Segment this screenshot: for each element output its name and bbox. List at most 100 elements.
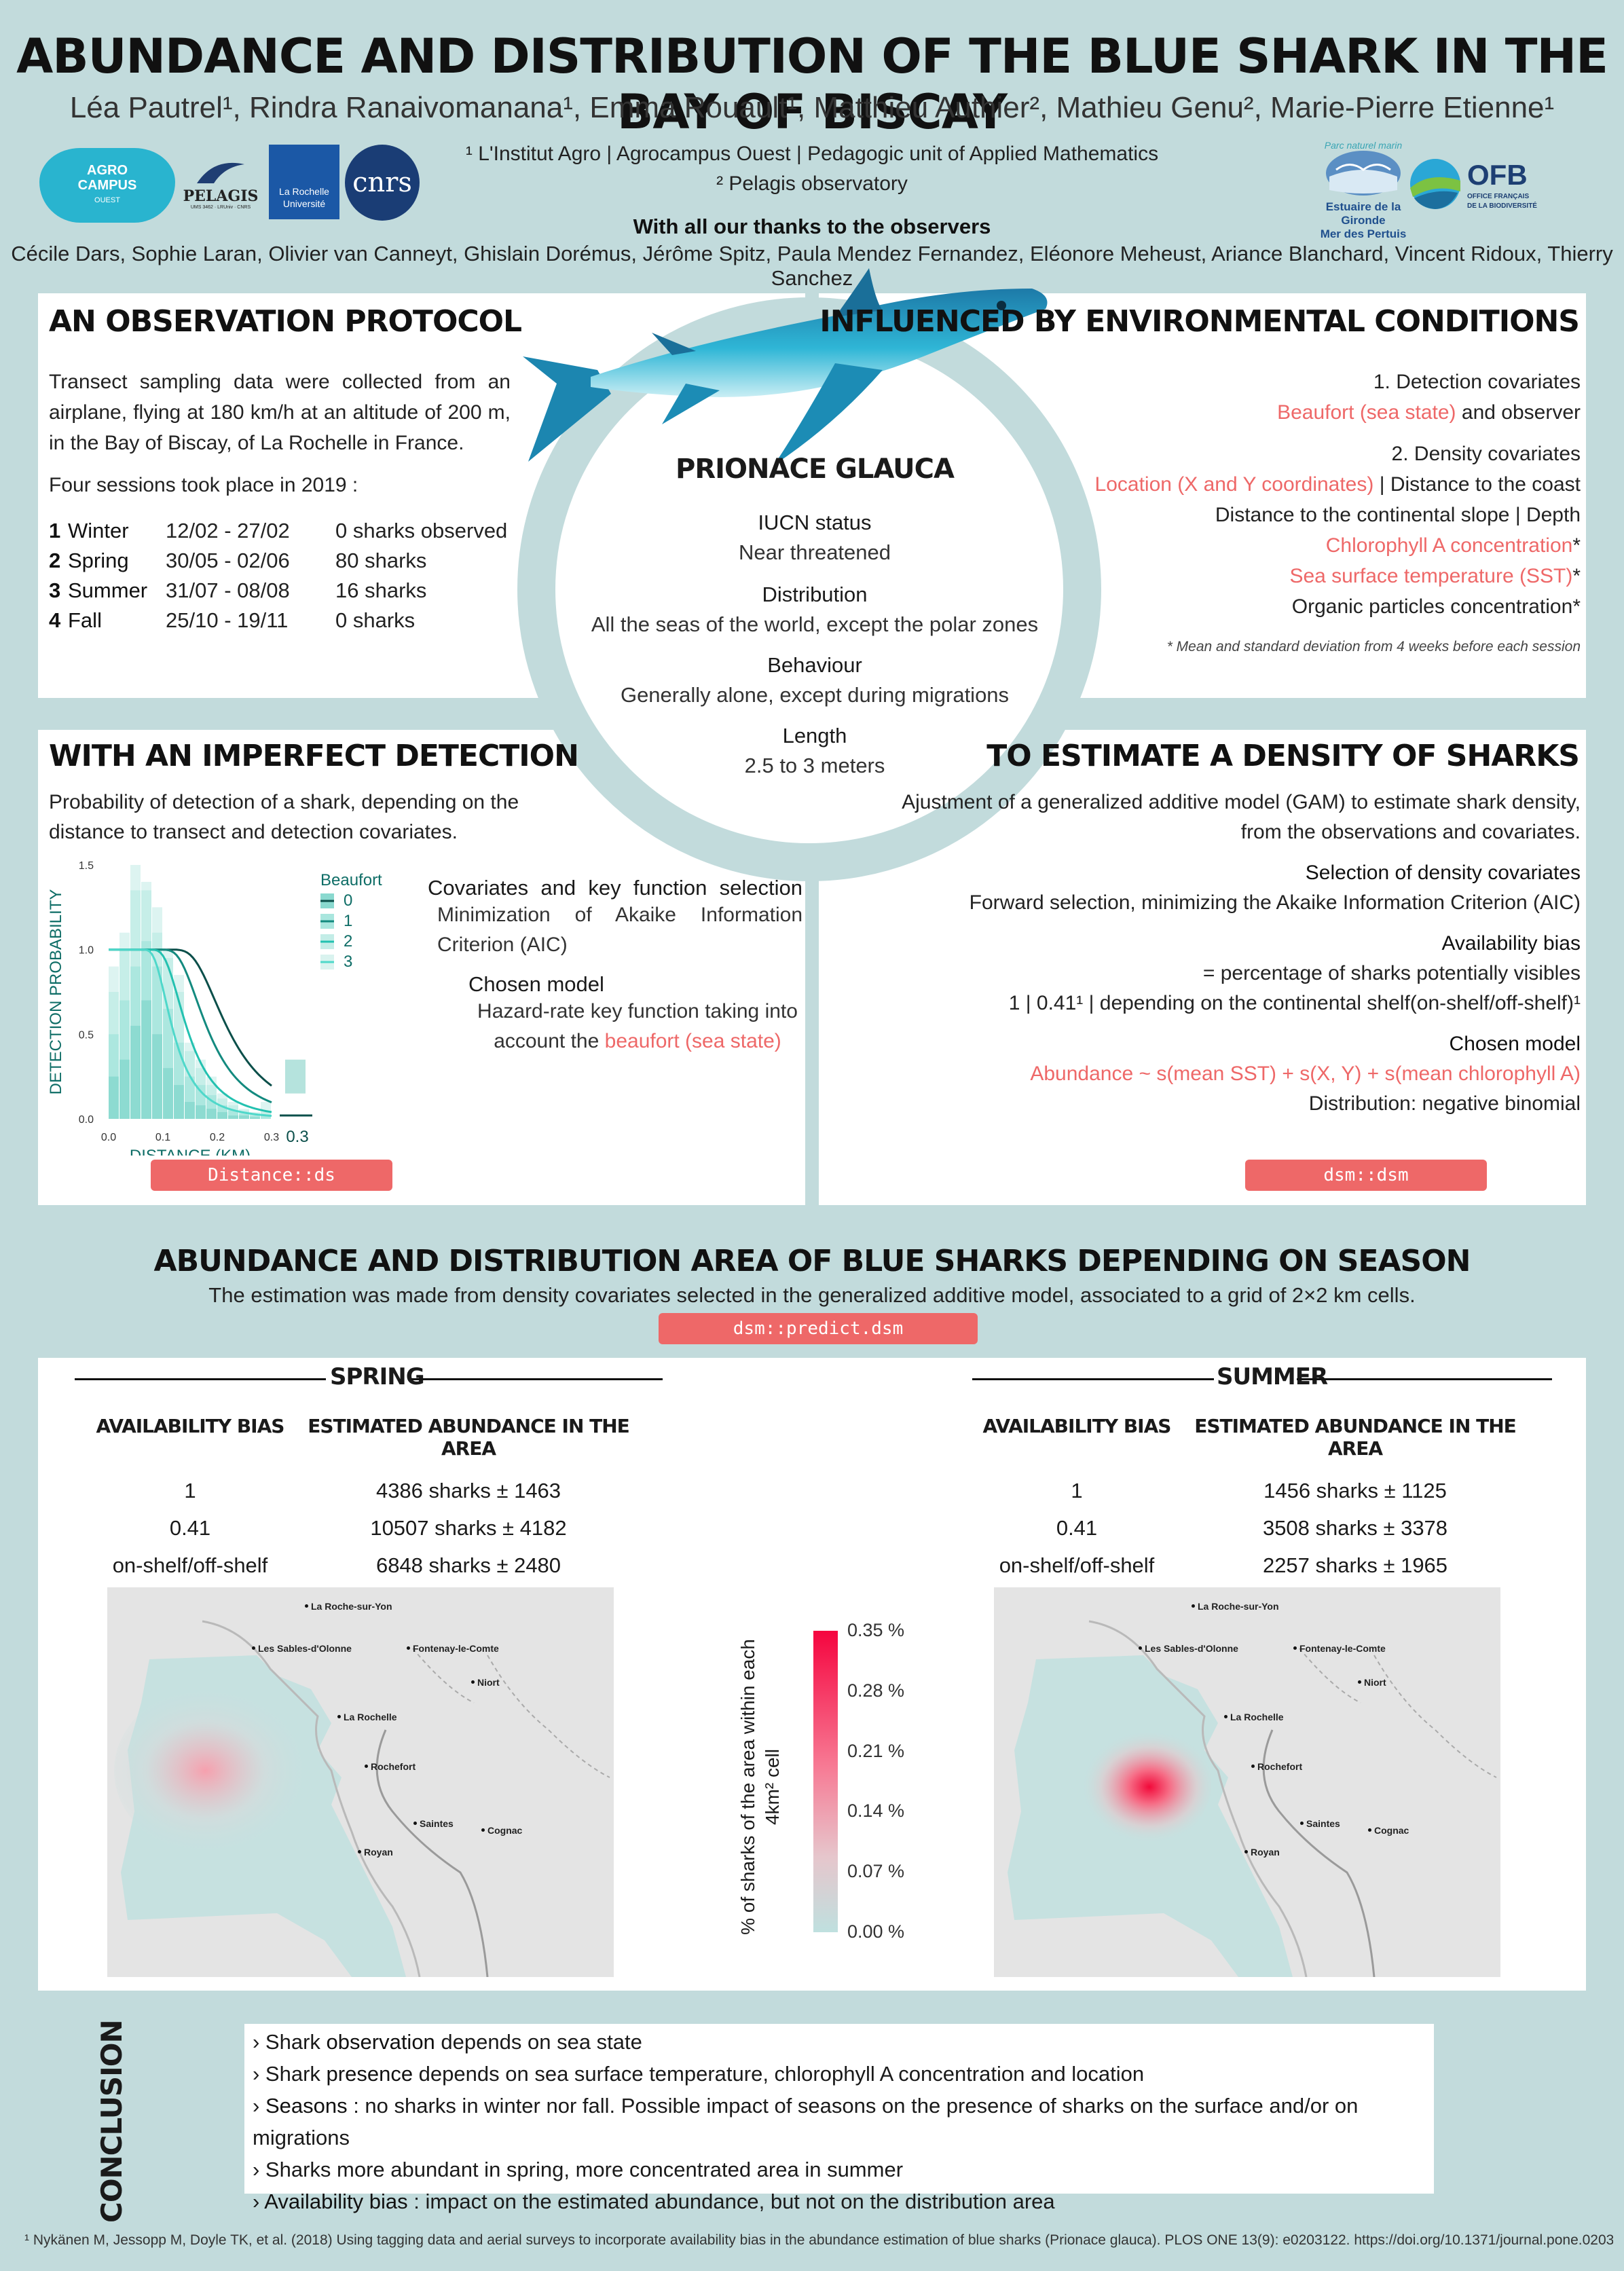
chosen-detection-model-desc: Hazard-rate key function taking into acc… — [477, 1000, 798, 1052]
species-name: PRIONACE GLAUCA — [676, 454, 955, 485]
cnrs-logo-text: cnrs — [352, 167, 412, 198]
summer-estimate-value: 1456 sharks ± 1125 — [1263, 1479, 1447, 1502]
conclusion-item-text: : no sharks in winter nor fall. Possible… — [253, 2094, 1359, 2149]
boundary — [412, 1648, 475, 1703]
dsm-predict-tag: dsm::predict.dsm — [659, 1313, 978, 1344]
histogram-bar — [109, 1076, 119, 1119]
conclusion-item-prefix: › Shark — [253, 2062, 327, 2086]
iucn-value: Near threatened — [738, 540, 891, 564]
conclusion-item-keyword: observation — [326, 2030, 435, 2054]
session-season: Spring — [68, 549, 129, 572]
session-season: Winter — [68, 519, 129, 542]
dsm-tag: dsm::dsm — [1245, 1160, 1487, 1191]
environment-text: 1. Detection covariates Beaufort (sea st… — [883, 367, 1581, 662]
session-number: 2 — [49, 549, 61, 572]
city-label: Les Sables-d'Olonne — [1139, 1643, 1238, 1654]
x-tick-label: 0.3 — [264, 1132, 279, 1143]
city-label: Niort — [471, 1677, 500, 1688]
detection-intro: Probability of detection of a shark, dep… — [49, 791, 519, 843]
legend-title: % of sharks of the area within each 4km²… — [737, 1639, 783, 1935]
availability-bias-text-2: 1 | 0.41¹ | depending on the continental… — [1008, 992, 1581, 1014]
conclusion-item-keyword: Availability bias — [264, 2190, 408, 2213]
detection-covariates: Beaufort (sea state) and observer — [883, 397, 1581, 428]
observers-list: Cécile Dars, Sophie Laran, Olivier van C… — [11, 242, 1613, 290]
density-covariate-line-3: Chlorophyll A concentration* — [883, 530, 1581, 561]
session-sharks: 16 sharks — [335, 578, 427, 602]
length-value: 2.5 to 3 meters — [744, 754, 885, 777]
coastline — [202, 1620, 421, 1977]
chosen-detection-model-title: Chosen model — [468, 972, 604, 996]
la-rochelle-logo-text-1: La Rochelle — [279, 186, 329, 197]
river — [1262, 1729, 1376, 1977]
covariate-selection-title: Covariates and key function selection — [428, 876, 802, 900]
chosen-detection-model-beaufort: beaufort (sea state) — [604, 1030, 781, 1052]
histogram-bar — [185, 1102, 195, 1119]
density-intro: Ajustment of a generalized additive mode… — [902, 791, 1581, 843]
conclusion-item: › Sharks more abundant in spring, more c… — [253, 2154, 1434, 2185]
spring-abundance-row: on-shelf/off-shelf 6848 sharks ± 2480 — [88, 1547, 699, 1584]
city-label: Cognac — [1367, 1825, 1409, 1836]
session-sharks: 80 sharks — [335, 549, 427, 572]
histogram-bar — [261, 1115, 271, 1119]
truncation-label: 0.3 — [286, 1128, 308, 1146]
legend-tick-label: 0.35 % — [847, 1620, 905, 1640]
authors: Léa Pautrel¹, Rindra Ranaivomanana¹, Emm… — [69, 91, 1555, 124]
poster-title: ABUNDANCE AND DISTRIBUTION OF THE BLUE S… — [16, 29, 1608, 140]
histogram-bar — [206, 1109, 217, 1119]
spring-col-estimate: ESTIMATED ABUNDANCE IN THE AREA — [308, 1415, 630, 1460]
detection-covariate-beaufort: Beaufort (sea state) — [1277, 401, 1456, 424]
length-label: Length — [782, 724, 847, 747]
histogram-bar — [141, 1000, 151, 1119]
boundary — [1373, 1655, 1497, 1778]
city-label: Saintes — [1300, 1818, 1340, 1829]
spring-abundance-table: AVAILABILITY BIAS ESTIMATED ABUNDANCE IN… — [88, 1415, 699, 1584]
behaviour-value: Generally alone, except during migration… — [620, 683, 1010, 707]
density-hotspot — [1048, 1716, 1211, 1852]
conclusion-item: › Shark observation depends on sea state — [253, 2026, 1434, 2058]
boundary — [1299, 1648, 1361, 1703]
y-tick-label: 1.0 — [79, 945, 94, 957]
summer-abundance-row: on-shelf/off-shelf 2257 sharks ± 1965 — [975, 1547, 1586, 1584]
blue-shark-illustration — [523, 268, 1048, 465]
behaviour-label: Behaviour — [767, 653, 862, 677]
availability-bias-text-1: = percentage of sharks potentially visib… — [1202, 962, 1581, 984]
conclusion-item-prefix: › — [253, 2094, 265, 2118]
detection-covariate-observer: and observer — [1456, 401, 1581, 424]
legend-colorbar — [813, 1631, 838, 1932]
density-hotspot — [114, 1682, 331, 1859]
legend-tick-label: 0.21 % — [847, 1740, 905, 1761]
detection-probability-chart: 0.0 0.1 0.2 0.3 0.0 0.5 1.0 1.5 DISTANCE (KM) DET… — [49, 860, 382, 1156]
distance-ds-tag: Distance::ds — [151, 1160, 392, 1191]
density-covariate-line-2: Distance to the continental slope | Dept… — [1215, 504, 1581, 526]
density-covariate-line-5: Organic particles concentration* — [883, 591, 1581, 622]
session-season: Summer — [68, 578, 148, 602]
parc-marin-text-1: Estuaire de la Gironde — [1325, 200, 1401, 227]
summer-divider-left — [972, 1378, 1214, 1380]
session-number: 3 — [49, 578, 61, 602]
spring-map-canvas — [107, 1587, 614, 1977]
histogram-bar — [174, 1085, 184, 1119]
spring-bias-value: 1 — [184, 1479, 196, 1502]
spring-distribution-map: La Roche-sur-Yon Les Sables-d'Olonne Fonte… — [107, 1587, 614, 1977]
chosen-detection-model-text: Hazard-rate key function taking into acc… — [428, 997, 802, 1056]
conclusion-item: › Seasons : no sharks in winter nor fall… — [253, 2090, 1434, 2154]
histogram-bar — [239, 1115, 249, 1119]
observation-title: AN OBSERVATION PROTOCOL — [49, 304, 522, 339]
x-tick-label: 0.2 — [210, 1132, 225, 1143]
summer-abundance-table: AVAILABILITY BIAS ESTIMATED ABUNDANCE IN… — [975, 1415, 1586, 1584]
chart-legend-label: 2 — [344, 932, 352, 950]
chart-legend-label: 3 — [344, 953, 352, 971]
coastline — [1088, 1620, 1308, 1977]
histogram-bar — [250, 1117, 260, 1119]
x-tick-label: 0.1 — [155, 1132, 170, 1143]
city-label: Fontenay-le-Comte — [1293, 1643, 1386, 1654]
city-label: Saintes — [413, 1818, 454, 1829]
y-axis-label: DETECTION PROBABILITY — [49, 889, 65, 1095]
sessions-intro: Four sessions took place in 2019 : — [49, 474, 358, 496]
histogram-bar — [119, 1059, 130, 1119]
spring-estimate-value: 6848 sharks ± 2480 — [375, 1553, 561, 1577]
histogram-bar — [163, 1068, 173, 1119]
histogram-bar — [217, 1112, 227, 1119]
conclusion-item-keyword: presence — [326, 2062, 413, 2086]
summer-map-canvas — [994, 1587, 1500, 1977]
